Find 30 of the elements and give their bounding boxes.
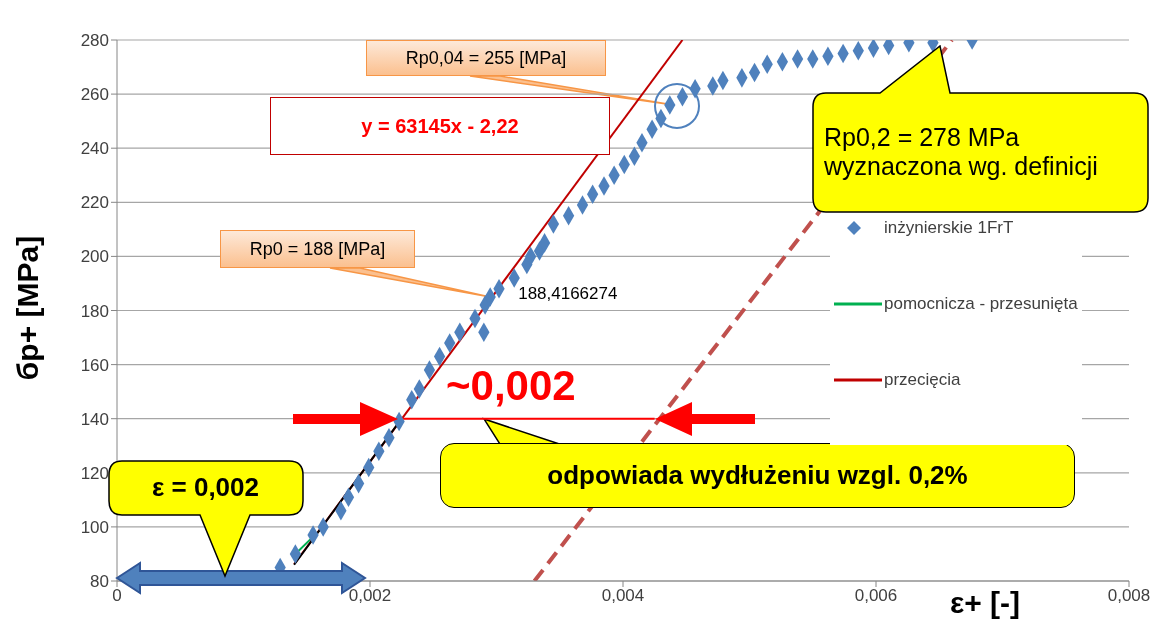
annotation: Rp0 = 188 [MPa] [249,238,386,260]
y-tick-label: 120 [80,463,109,483]
legend-label: pomocnicza - przesunięta [884,294,1078,314]
y-tick-label: 160 [80,355,109,375]
legend-label: inżynierskie 1FrT [884,218,1014,238]
x-tick-label: 0,004 [601,586,645,606]
y-tick-label: 220 [80,193,109,213]
legend-label: przecięcia [884,370,961,390]
annotation: odpowiada wydłużeniu wzgl. 0,2% [547,460,968,491]
y-tick-label: 140 [80,409,109,429]
x-tick-label: 0 [112,586,122,606]
annotation: 188,4166274 [518,283,618,304]
y-tick-label: 240 [80,139,109,159]
x-tick-label: 0,002 [348,586,392,606]
x-tick-label: 0,008 [1107,586,1151,606]
annotation: Rp0,2 = 278 MPa wyznaczona wg. definicji [824,123,1099,181]
y-tick-label: 280 [80,31,109,51]
y-axis-title: бp+ [MPa] [11,235,45,381]
x-tick-label: 0,006 [854,586,898,606]
y-tick-label: 200 [80,247,109,267]
y-tick-label: 180 [80,301,109,321]
y-tick-label: 100 [80,517,109,537]
annotation: Rp0,04 = 255 [MPa] [405,47,567,69]
annotation: y = 63145x - 2,22 [361,114,519,138]
annotation: ~0,002 [446,362,576,410]
y-tick-label: 260 [80,85,109,105]
y-tick-label: 80 [90,572,109,592]
point [867,40,880,58]
annotation: ε = 0,002 [151,472,260,503]
x-axis-title: ε+ [-] [950,586,1021,620]
